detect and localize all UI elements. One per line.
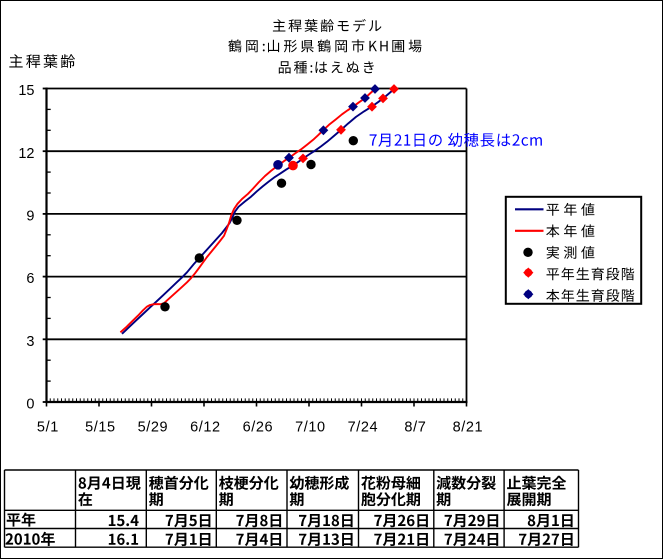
svg-text:12: 12 xyxy=(18,146,34,162)
svg-text:6/12: 6/12 xyxy=(190,420,221,436)
svg-text:0: 0 xyxy=(26,397,34,413)
svg-text:8/7: 8/7 xyxy=(404,420,426,436)
svg-text:7/24: 7/24 xyxy=(348,420,379,436)
svg-text:7/10: 7/10 xyxy=(295,420,326,436)
svg-text:5/1: 5/1 xyxy=(37,420,59,436)
svg-text:5/15: 5/15 xyxy=(85,420,116,436)
svg-text:5/29: 5/29 xyxy=(138,420,169,436)
svg-text:3: 3 xyxy=(26,334,34,350)
svg-text:15: 15 xyxy=(18,83,34,99)
svg-text:6: 6 xyxy=(26,271,34,287)
svg-text:8/21: 8/21 xyxy=(453,420,484,436)
svg-text:6/26: 6/26 xyxy=(243,420,274,436)
svg-text:9: 9 xyxy=(26,209,34,225)
